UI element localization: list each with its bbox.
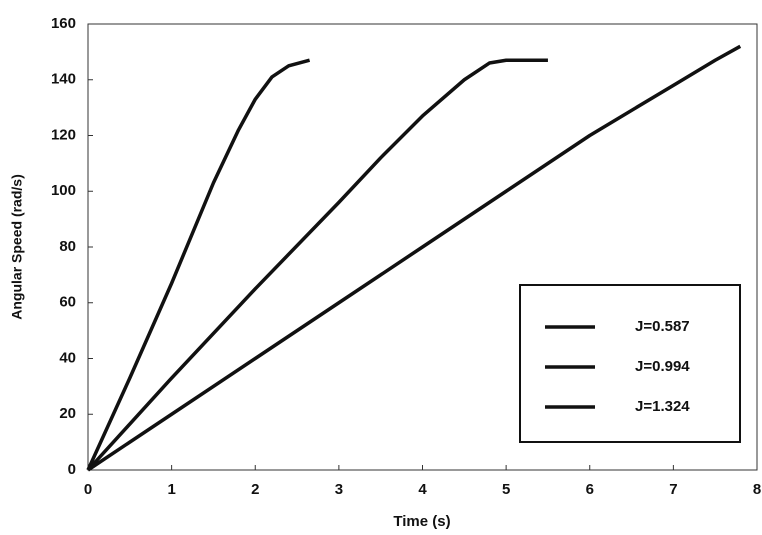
x-tick-label: 4 <box>418 481 427 498</box>
legend-label: J=1.324 <box>635 398 690 415</box>
x-tick-label: 0 <box>84 481 92 498</box>
x-tick-label: 1 <box>167 481 175 498</box>
y-tick-label: 0 <box>68 461 76 478</box>
y-tick-label: 20 <box>59 405 76 422</box>
x-tick-label: 3 <box>335 481 343 498</box>
legend-box <box>520 285 740 442</box>
legend-label: J=0.587 <box>635 318 690 335</box>
y-tick-label: 100 <box>51 182 76 199</box>
chart: Time (s) Angular Speed (rad/s) 020406080… <box>0 0 762 535</box>
y-tick-label: 40 <box>59 349 76 366</box>
y-tick-label: 140 <box>51 71 76 88</box>
x-tick-label: 5 <box>502 481 510 498</box>
y-tick-label: 60 <box>59 294 76 311</box>
y-tick-label: 160 <box>51 15 76 32</box>
x-tick-label: 2 <box>251 481 259 498</box>
x-tick-label: 6 <box>586 481 594 498</box>
x-tick-label: 7 <box>669 481 677 498</box>
series-line <box>88 60 548 470</box>
legend-label: J=0.994 <box>635 358 690 375</box>
x-tick-label: 8 <box>753 481 761 498</box>
y-tick-label: 120 <box>51 126 76 143</box>
x-axis-label: Time (s) <box>393 513 450 530</box>
y-tick-label: 80 <box>59 238 76 255</box>
y-axis-label: Angular Speed (rad/s) <box>9 174 25 319</box>
